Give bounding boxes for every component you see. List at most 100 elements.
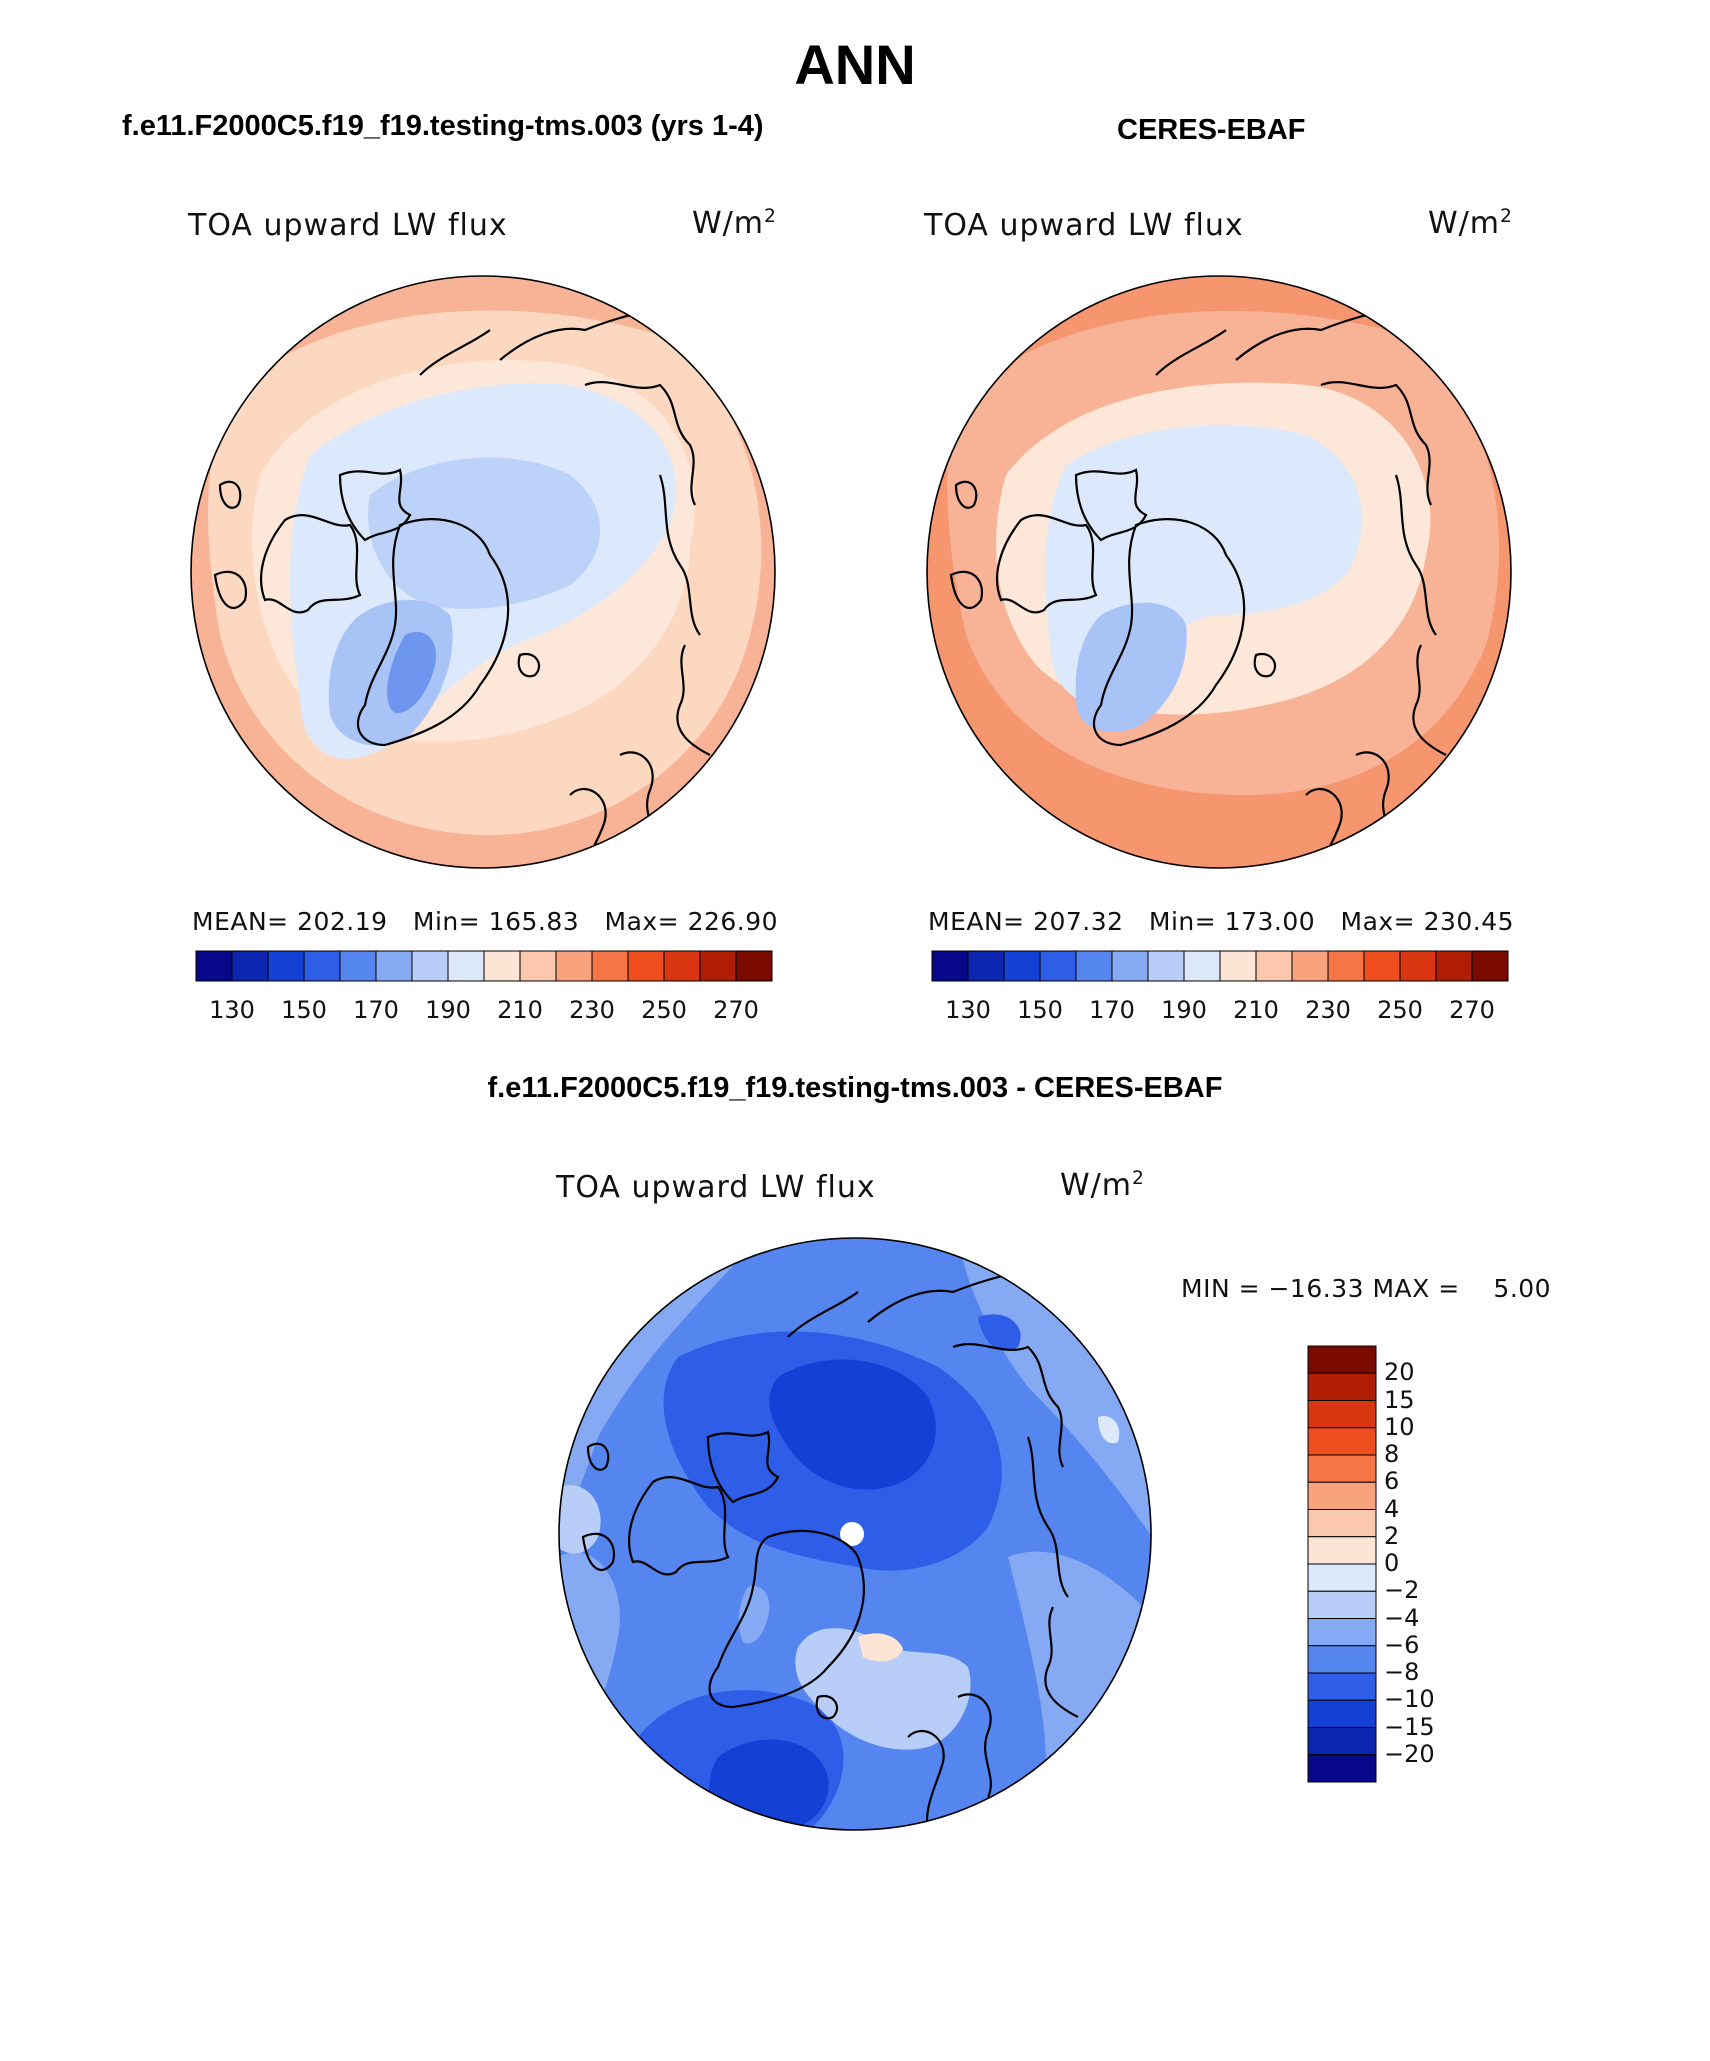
obs-colorbar-tick-label: 190 [1161, 996, 1207, 1024]
model-colorbar-tick-label: 170 [353, 996, 399, 1024]
model-polar-map [190, 275, 776, 869]
model-colorbar-segment [339, 950, 377, 982]
obs-colorbar-segment [1075, 950, 1113, 982]
model-colorbar-segment [231, 950, 269, 982]
obs-max-value: 230.45 [1423, 907, 1515, 936]
model-panel-title: f.e11.F2000C5.f19_f19.testing-tms.003 (y… [122, 110, 764, 142]
diff-colorbar-tick-label: 4 [1384, 1494, 1400, 1523]
obs-colorbar-segment [1327, 950, 1365, 982]
obs-colorbar-tick-label: 170 [1089, 996, 1135, 1024]
model-colorbar-tick-label: 210 [497, 996, 543, 1024]
obs-colorbar-segment [1255, 950, 1293, 982]
diff-minmax: MIN = −16.33 MAX = 5.00 [1181, 1274, 1552, 1303]
diff-polar-map [558, 1237, 1152, 1831]
obs-mean-value: 207.32 [1033, 907, 1124, 936]
model-colorbar-segment [303, 950, 341, 982]
diff-colorbar-tick-label: 6 [1384, 1467, 1400, 1496]
obs-stats: MEAN= 207.32 Min= 173.00 Max= 230.45 [928, 907, 1515, 936]
model-colorbar-segment [375, 950, 413, 982]
diff-colorbar-segment [1307, 1754, 1377, 1783]
diff-colorbar-segment [1307, 1563, 1377, 1592]
diff-colorbar-segment [1307, 1400, 1377, 1429]
diff-colorbar-tick-label: −6 [1384, 1630, 1420, 1659]
obs-colorbar-tick-label: 150 [1017, 996, 1063, 1024]
obs-colorbar-segment [967, 950, 1005, 982]
obs-colorbar-segment [1219, 950, 1257, 982]
model-colorbar-segment [195, 950, 233, 982]
obs-colorbar-segment [1435, 950, 1473, 982]
obs-colorbar-segment [1111, 950, 1149, 982]
diff-colorbar-segment [1307, 1454, 1377, 1483]
model-colorbar-segment [663, 950, 701, 982]
diff-colorbar-tick-label: 2 [1384, 1521, 1400, 1550]
obs-colorbar-tick-label: 210 [1233, 996, 1279, 1024]
model-max-value: 226.90 [687, 907, 779, 936]
model-colorbar-segment [483, 950, 521, 982]
main-title: ANN [794, 33, 916, 96]
diff-colorbar-tick-label: −2 [1384, 1576, 1420, 1605]
diff-variable-label: TOA upward LW flux [556, 1170, 876, 1205]
obs-colorbar-segment [1003, 950, 1041, 982]
diff-colorbar-tick-label: 8 [1384, 1440, 1400, 1468]
model-colorbar [195, 950, 773, 982]
obs-colorbar-segment [1471, 950, 1509, 982]
diff-colorbar-tick-label: −8 [1384, 1658, 1420, 1686]
obs-colorbar-segment [1183, 950, 1221, 982]
obs-colorbar-segment [1039, 950, 1077, 982]
diff-colorbar [1307, 1345, 1377, 1783]
obs-colorbar-segment [1291, 950, 1329, 982]
obs-colorbar-segment [1363, 950, 1401, 982]
model-colorbar-segment [411, 950, 449, 982]
model-colorbar-segment [519, 950, 557, 982]
diff-colorbar-segment [1307, 1345, 1377, 1374]
diff-colorbar-segment [1307, 1481, 1377, 1510]
diff-colorbar-segment [1307, 1618, 1377, 1647]
diff-colorbar-tick-label: 15 [1384, 1385, 1415, 1414]
diff-colorbar-segment [1307, 1672, 1377, 1701]
obs-colorbar-segment [1399, 950, 1437, 982]
model-colorbar-tick-label: 150 [281, 996, 327, 1024]
obs-colorbar-segment [1147, 950, 1185, 982]
diff-units-label: W/m2 [1060, 1168, 1145, 1203]
model-colorbar-tick-label: 190 [425, 996, 471, 1024]
obs-colorbar-tick-label: 250 [1377, 996, 1423, 1024]
model-colorbar-segment [267, 950, 305, 982]
diff-colorbar-tick-label: −4 [1384, 1603, 1420, 1632]
model-mean-value: 202.19 [297, 907, 388, 936]
obs-min-value: 173.00 [1224, 907, 1316, 936]
diff-colorbar-segment [1307, 1427, 1377, 1456]
model-colorbar-tick-label: 270 [713, 996, 759, 1024]
diff-colorbar-segment [1307, 1509, 1377, 1538]
diff-colorbar-tick-label: −20 [1384, 1739, 1435, 1768]
diff-colorbar-segment [1307, 1536, 1377, 1565]
diff-colorbar-segment [1307, 1727, 1377, 1756]
model-colorbar-tick-label: 230 [569, 996, 615, 1024]
diff-colorbar-tick-label: 20 [1384, 1358, 1415, 1387]
diff-colorbar-segment [1307, 1372, 1377, 1401]
model-colorbar-tick-label: 250 [641, 996, 687, 1024]
model-colorbar-segment [555, 950, 593, 982]
diff-colorbar-tick-label: −10 [1384, 1685, 1435, 1714]
obs-colorbar-tick-label: 270 [1449, 996, 1495, 1024]
diff-colorbar-segment [1307, 1699, 1377, 1728]
diff-colorbar-segment [1307, 1645, 1377, 1674]
obs-variable-label: TOA upward LW flux [924, 208, 1244, 243]
model-colorbar-segment [735, 950, 773, 982]
model-min-value: 165.83 [488, 907, 580, 936]
diff-colorbar-tick-label: 10 [1384, 1412, 1415, 1441]
model-colorbar-segment [447, 950, 485, 982]
obs-colorbar-tick-label: 230 [1305, 996, 1351, 1024]
obs-colorbar-tick-label: 130 [945, 996, 991, 1024]
model-colorbar-segment [627, 950, 665, 982]
model-colorbar-tick-label: 130 [209, 996, 255, 1024]
model-units-label: W/m2 [692, 206, 777, 241]
obs-colorbar-segment [931, 950, 969, 982]
model-colorbar-segment [591, 950, 629, 982]
model-variable-label: TOA upward LW flux [188, 208, 508, 243]
diff-panel-title: f.e11.F2000C5.f19_f19.testing-tms.003 - … [487, 1072, 1223, 1104]
diff-colorbar-tick-label: 0 [1384, 1549, 1400, 1577]
diff-colorbar-segment [1307, 1590, 1377, 1619]
obs-panel-title: CERES-EBAF [1117, 114, 1306, 146]
model-stats: MEAN= 202.19 Min= 165.83 Max= 226.90 [192, 907, 779, 936]
obs-polar-map [926, 275, 1512, 869]
